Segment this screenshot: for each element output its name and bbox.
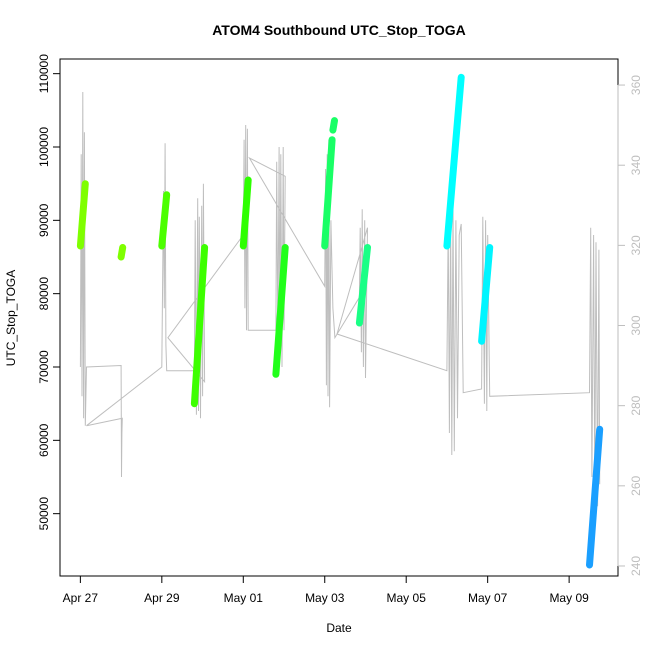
data-series-12	[586, 425, 604, 569]
data-series-2	[117, 244, 127, 261]
x-tick-label: Apr 27	[63, 591, 99, 605]
x-axis-label: Date	[326, 621, 352, 635]
x-tick-label: May 07	[468, 591, 508, 605]
axes: Apr 27 Apr 29 May 01 May 03 May 05 May 07 May …	[37, 54, 643, 605]
data-series-4	[190, 244, 209, 408]
data-series-8	[329, 117, 338, 134]
y-tick-label: 100000	[37, 127, 51, 167]
secondary-series-line	[79, 91, 601, 507]
y-tick-label: 90000	[37, 203, 51, 237]
x-tick-label: May 09	[549, 591, 589, 605]
y2-tick-label: 240	[629, 556, 643, 576]
y2-tick-label: 340	[629, 155, 643, 175]
plot-frame	[59, 58, 619, 577]
data-series-10	[443, 73, 465, 250]
x-tick-label: May 03	[305, 591, 345, 605]
y2-tick-label: 260	[629, 475, 643, 495]
y2-tick-label: 360	[629, 75, 643, 95]
y2-tick-label: 320	[629, 235, 643, 255]
primary-series	[76, 73, 604, 569]
data-series-7	[321, 136, 336, 250]
x-tick-label: Apr 29	[144, 591, 180, 605]
data-series-9	[355, 244, 371, 327]
x-tick-label: May 01	[224, 591, 264, 605]
y-tick-label: 70000	[37, 350, 51, 384]
data-series-11	[478, 244, 494, 345]
y-tick-label: 50000	[37, 497, 51, 531]
data-series-3	[158, 191, 171, 250]
data-series-6	[272, 244, 289, 378]
y-tick-label: 80000	[37, 277, 51, 311]
data-series-5	[239, 176, 252, 250]
chart-title: ATOM4 Southbound UTC_Stop_TOGA	[212, 22, 466, 38]
data-series-1	[76, 180, 89, 250]
secondary-series	[79, 91, 601, 507]
x-tick-label: May 05	[387, 591, 427, 605]
y2-tick-label: 300	[629, 315, 643, 335]
y-tick-label: 60000	[37, 423, 51, 457]
y-axis-label: UTC_Stop_TOGA	[4, 270, 18, 366]
y-tick-label: 110000	[37, 54, 51, 93]
y2-tick-label: 280	[629, 395, 643, 415]
